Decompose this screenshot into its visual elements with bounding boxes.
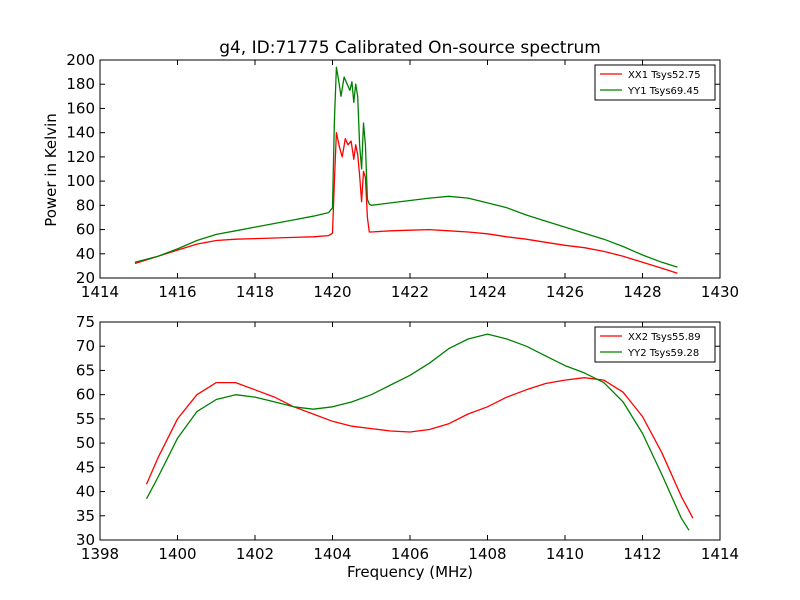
x-tick-label: 1428	[623, 283, 661, 301]
x-tick-label: 1424	[468, 283, 506, 301]
x-tick-label: 1420	[313, 283, 351, 301]
y-tick-label: 180	[66, 75, 95, 93]
x-tick-label: 1426	[546, 283, 584, 301]
legend-label: YY2 Tsys59.28	[627, 348, 699, 359]
x-tick-label: 1414	[81, 283, 119, 301]
x-tick-label: 1430	[701, 283, 739, 301]
series-line-0-0	[134, 132, 678, 274]
y-tick-label: 160	[66, 99, 95, 117]
y-tick-label: 60	[76, 386, 95, 404]
x-tick-label: 1418	[236, 283, 274, 301]
y-tick-label: 50	[76, 434, 95, 452]
x-tick-label: 1416	[158, 283, 196, 301]
legend-box	[594, 64, 716, 101]
legend-label: YY1 Tsys69.45	[627, 86, 699, 97]
y-tick-label: 20	[76, 269, 95, 287]
x-tick-label: 1410	[546, 545, 584, 563]
series-line-1-0	[145, 377, 694, 519]
y-tick-label: 30	[76, 531, 95, 549]
y-tick-label: 140	[66, 124, 95, 142]
x-tick-label: 1404	[313, 545, 351, 563]
y-tick-label: 55	[76, 410, 95, 428]
y-tick-label: 65	[76, 361, 95, 379]
y-tick-label: 200	[66, 51, 95, 69]
legend-box	[594, 326, 716, 363]
chart-title: g4, ID:71775 Calibrated On-source spectr…	[219, 38, 601, 58]
series-line-0-1	[134, 66, 678, 268]
y-tick-label: 100	[66, 172, 95, 190]
x-axis-label: Frequency (MHz)	[347, 563, 473, 581]
x-tick-label: 1408	[468, 545, 506, 563]
x-tick-label: 1406	[391, 545, 429, 563]
x-tick-label: 1422	[391, 283, 429, 301]
x-tick-label: 1398	[81, 545, 119, 563]
y-tick-label: 70	[76, 337, 95, 355]
y-tick-label: 40	[76, 245, 95, 263]
y-tick-label: 75	[76, 313, 95, 331]
y-tick-label: 45	[76, 458, 95, 476]
legend-label: XX2 Tsys55.89	[628, 332, 701, 343]
y-tick-label: 80	[76, 196, 95, 214]
x-tick-label: 1400	[158, 545, 196, 563]
top-panel: 1414 1416 1418 1420 1422 1424 1426 1428 1430 20 40…	[66, 51, 739, 301]
x-tick-label: 1414	[701, 545, 739, 563]
y-tick-label: 35	[76, 507, 95, 525]
legend-label: XX1 Tsys52.75	[628, 70, 701, 81]
bottom-panel: 1398 1400 1402 1404 1406 1408 1410 1412 1414 30 35…	[76, 313, 739, 563]
x-tick-label: 1402	[236, 545, 274, 563]
y-tick-label: 60	[76, 221, 95, 239]
series-line-1-1	[145, 333, 690, 531]
y-axis-label: Power in Kelvin	[42, 113, 60, 227]
y-tick-label: 120	[66, 148, 95, 166]
y-tick-label: 40	[76, 483, 95, 501]
x-tick-label: 1412	[623, 545, 661, 563]
